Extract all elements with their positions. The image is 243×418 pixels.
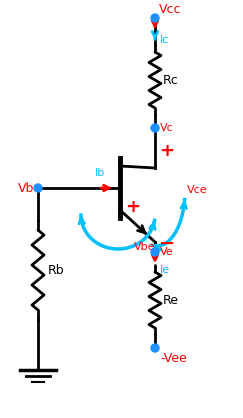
Circle shape	[151, 248, 159, 256]
Text: +: +	[125, 198, 140, 216]
Text: Vbe: Vbe	[134, 242, 156, 252]
Text: Re: Re	[163, 293, 179, 306]
Text: Vcc: Vcc	[159, 3, 182, 16]
Text: +: +	[159, 142, 174, 160]
Text: -Vee: -Vee	[160, 352, 187, 365]
Text: Ic: Ic	[160, 35, 169, 45]
Circle shape	[151, 344, 159, 352]
Circle shape	[151, 14, 159, 22]
Text: Ie: Ie	[160, 265, 170, 275]
Text: Rb: Rb	[48, 263, 65, 276]
Text: Vb: Vb	[18, 181, 34, 194]
Text: Ve: Ve	[160, 247, 174, 257]
Text: Ib: Ib	[95, 168, 105, 178]
Text: Vce: Vce	[187, 185, 208, 195]
Circle shape	[34, 184, 42, 192]
Circle shape	[151, 124, 159, 132]
Text: Vc: Vc	[160, 123, 174, 133]
Text: Rc: Rc	[163, 74, 179, 87]
Text: −: −	[159, 234, 175, 253]
